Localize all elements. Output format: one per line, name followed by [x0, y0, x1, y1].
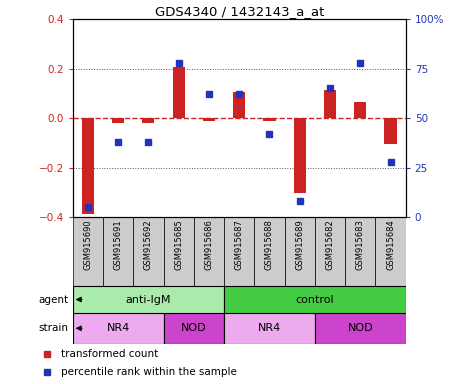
- Bar: [73, 313, 164, 344]
- Bar: [73, 217, 103, 286]
- Bar: [254, 217, 285, 286]
- Title: GDS4340 / 1432143_a_at: GDS4340 / 1432143_a_at: [154, 5, 324, 18]
- Text: GSM915687: GSM915687: [234, 219, 244, 270]
- Bar: [224, 286, 406, 313]
- Bar: [233, 92, 245, 118]
- Text: NR4: NR4: [106, 323, 130, 333]
- Bar: [224, 313, 315, 344]
- Text: agent: agent: [38, 295, 68, 305]
- Text: GSM915688: GSM915688: [265, 219, 274, 270]
- Bar: [133, 217, 164, 286]
- Text: transformed count: transformed count: [61, 349, 158, 359]
- Text: GSM915683: GSM915683: [356, 219, 365, 270]
- Bar: [164, 217, 194, 286]
- Bar: [112, 118, 124, 123]
- Bar: [385, 118, 397, 144]
- Bar: [354, 102, 366, 118]
- Bar: [203, 118, 215, 121]
- Bar: [285, 217, 315, 286]
- Bar: [264, 118, 275, 121]
- Bar: [164, 313, 224, 344]
- Bar: [224, 217, 254, 286]
- Text: NOD: NOD: [348, 323, 373, 333]
- Bar: [82, 118, 94, 215]
- Bar: [315, 217, 345, 286]
- Text: GSM915685: GSM915685: [174, 219, 183, 270]
- Bar: [294, 118, 306, 194]
- Text: NR4: NR4: [258, 323, 281, 333]
- Text: control: control: [295, 295, 334, 305]
- Text: GSM915690: GSM915690: [83, 219, 92, 270]
- Text: GSM915684: GSM915684: [386, 219, 395, 270]
- Bar: [142, 118, 154, 123]
- Bar: [73, 286, 224, 313]
- Text: GSM915689: GSM915689: [295, 219, 304, 270]
- Bar: [375, 217, 406, 286]
- Text: GSM915686: GSM915686: [204, 219, 213, 270]
- Bar: [345, 217, 375, 286]
- Text: GSM915682: GSM915682: [325, 219, 334, 270]
- Bar: [103, 217, 133, 286]
- Text: NOD: NOD: [181, 323, 207, 333]
- Text: anti-IgM: anti-IgM: [126, 295, 171, 305]
- Bar: [324, 89, 336, 118]
- Bar: [315, 313, 406, 344]
- Text: percentile rank within the sample: percentile rank within the sample: [61, 367, 237, 377]
- Text: GSM915691: GSM915691: [113, 219, 122, 270]
- Text: GSM915692: GSM915692: [144, 219, 153, 270]
- Text: strain: strain: [38, 323, 68, 333]
- Bar: [194, 217, 224, 286]
- Bar: [173, 68, 185, 118]
